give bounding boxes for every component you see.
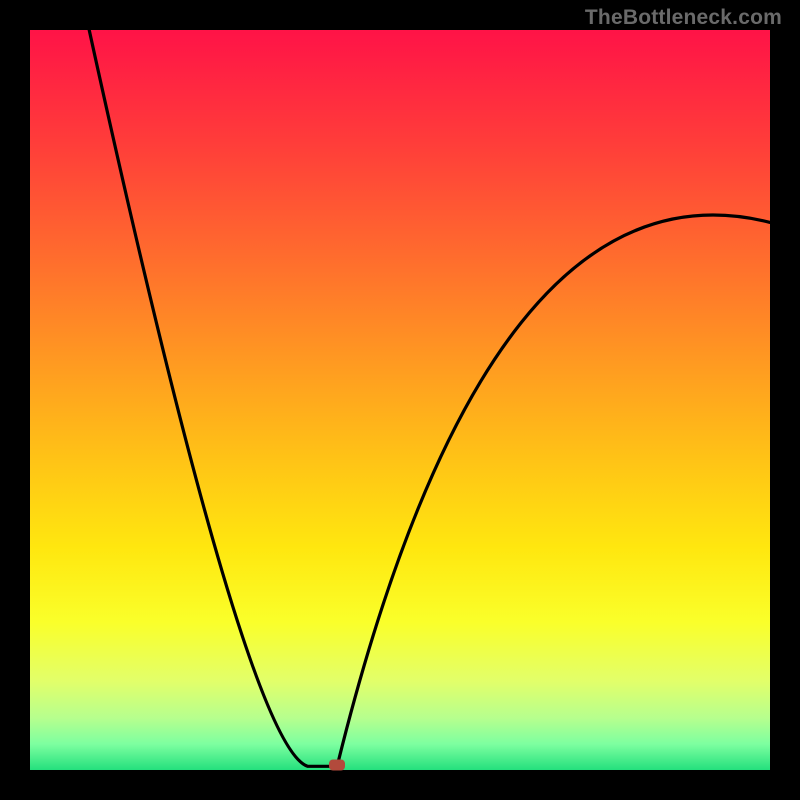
watermark-text: TheBottleneck.com: [585, 6, 782, 30]
optimum-marker: [329, 759, 345, 770]
bottleneck-curve: [30, 30, 770, 770]
plot-area: [30, 30, 770, 770]
curve-path: [89, 30, 770, 766]
